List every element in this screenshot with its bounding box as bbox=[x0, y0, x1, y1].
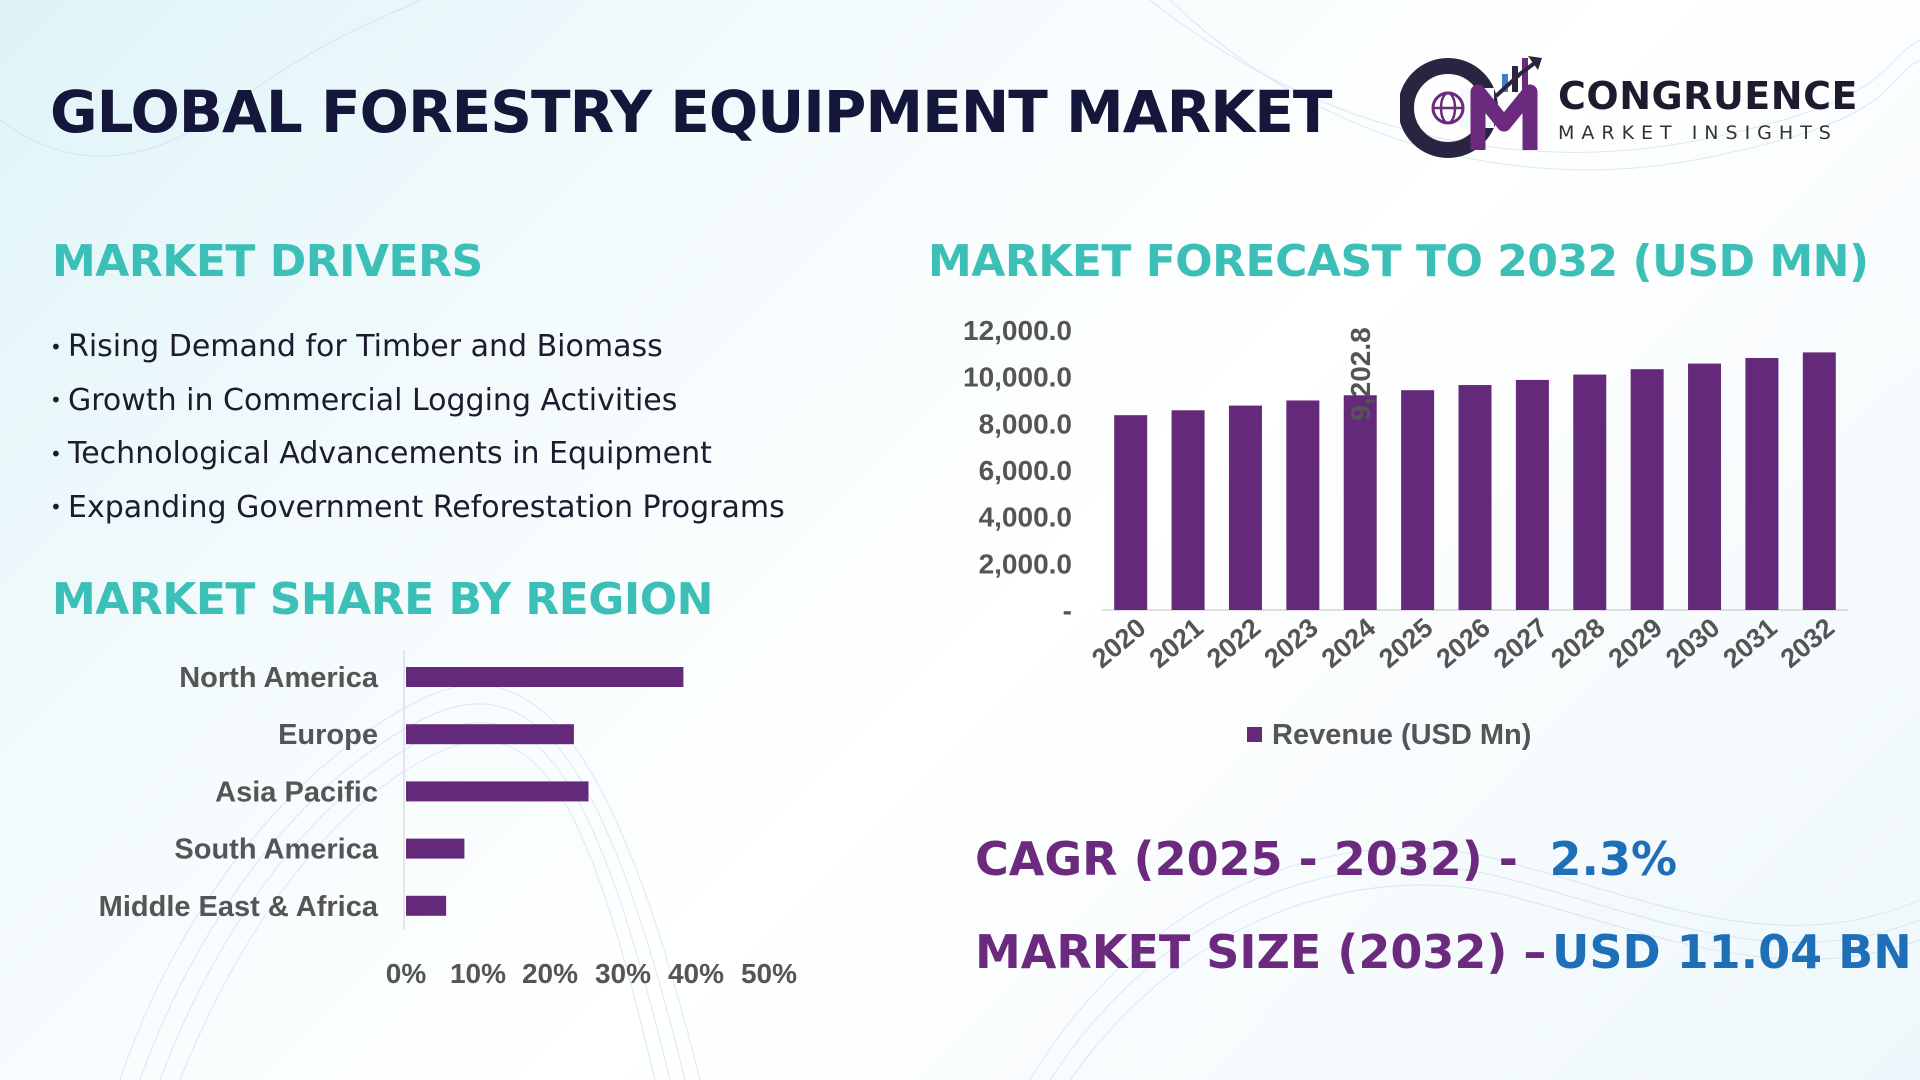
y-tick-label: 4,000.0 bbox=[979, 502, 1072, 533]
region-label: Middle East & Africa bbox=[99, 891, 379, 923]
region-bar bbox=[406, 838, 465, 859]
page-title: GLOBAL FORESTRY EQUIPMENT MARKET bbox=[50, 78, 1332, 146]
x-tick-label: 50% bbox=[741, 958, 797, 989]
forecast-bar bbox=[1286, 400, 1320, 610]
y-tick-label: - bbox=[1063, 595, 1072, 626]
cagr-stat: CAGR (2025 - 2032) - 2.3% bbox=[975, 832, 1677, 886]
market-size-stat: MARKET SIZE (2032) – USD 11.04 BN bbox=[975, 925, 1912, 979]
brand-name: CONGRUENCE bbox=[1558, 74, 1858, 118]
y-tick-label: 2,000.0 bbox=[979, 548, 1072, 579]
drivers-list: • Rising Demand for Timber and Biomass • G… bbox=[50, 320, 785, 534]
region-label: Asia Pacific bbox=[215, 776, 378, 808]
region-label: Europe bbox=[278, 719, 378, 751]
forecast-bar bbox=[1401, 390, 1435, 610]
forecast-bar bbox=[1630, 369, 1664, 610]
region-bar bbox=[406, 895, 447, 916]
y-tick-label: 10,000.0 bbox=[963, 362, 1072, 393]
data-label: 9,202.8 bbox=[1345, 327, 1376, 420]
forecast-bar bbox=[1458, 385, 1492, 610]
legend-label: Revenue (USD Mn) bbox=[1272, 719, 1531, 751]
forecast-bar bbox=[1515, 379, 1549, 610]
bullet-icon: • bbox=[50, 441, 62, 466]
x-tick-label: 0% bbox=[386, 958, 427, 989]
region-heading: MARKET SHARE BY REGION bbox=[52, 574, 714, 625]
forecast-bar bbox=[1343, 395, 1377, 610]
region-label: North America bbox=[179, 662, 379, 694]
x-tick-label: 30% bbox=[595, 958, 651, 989]
forecast-bar bbox=[1114, 415, 1148, 610]
forecast-bar bbox=[1171, 410, 1205, 610]
y-tick-label: 8,000.0 bbox=[979, 408, 1072, 439]
forecast-heading: MARKET FORECAST TO 2032 (USD MN) bbox=[928, 236, 1869, 287]
y-tick-label: 12,000.0 bbox=[963, 315, 1072, 346]
legend-swatch bbox=[1247, 727, 1262, 742]
driver-text: Technological Advancements in Equipment bbox=[68, 436, 712, 471]
region-bar bbox=[406, 667, 684, 687]
brand-tagline: MARKET INSIGHTS bbox=[1558, 122, 1838, 144]
cagr-value: 2.3% bbox=[1549, 832, 1678, 886]
region-label: South America bbox=[174, 834, 378, 866]
region-bar bbox=[406, 781, 589, 802]
cagr-label: CAGR (2025 - 2032) - bbox=[975, 832, 1518, 886]
y-tick-label: 6,000.0 bbox=[979, 455, 1072, 486]
driver-text: Expanding Government Reforestation Progr… bbox=[68, 489, 785, 525]
driver-item: • Growth in Commercial Logging Activities bbox=[50, 374, 785, 428]
bullet-icon: • bbox=[50, 495, 62, 520]
bullet-icon: • bbox=[50, 334, 62, 359]
driver-item: • Technological Advancements in Equipment bbox=[50, 427, 785, 481]
forecast-bar bbox=[1688, 363, 1722, 610]
driver-text: Rising Demand for Timber and Biomass bbox=[68, 329, 663, 364]
driver-text: Growth in Commercial Logging Activities bbox=[68, 382, 678, 418]
x-tick-label: 20% bbox=[522, 958, 578, 989]
brand-name-block: CONGRUENCE MARKET INSIGHTS bbox=[1558, 74, 1858, 144]
market-size-value: USD 11.04 BN bbox=[1551, 925, 1912, 979]
driver-item: • Rising Demand for Timber and Biomass bbox=[50, 320, 785, 374]
forecast-bar bbox=[1573, 374, 1607, 610]
x-tick-label: 10% bbox=[450, 958, 506, 989]
bullet-icon: • bbox=[50, 388, 62, 413]
cm-logo-icon bbox=[1400, 56, 1542, 158]
x-tick-label: 40% bbox=[668, 958, 724, 989]
market-size-label: MARKET SIZE (2032) – bbox=[975, 925, 1547, 979]
forecast-bar bbox=[1745, 358, 1779, 610]
driver-item: • Expanding Government Reforestation Prog… bbox=[50, 481, 785, 535]
forecast-bar bbox=[1228, 405, 1262, 610]
forecast-bar bbox=[1802, 352, 1836, 610]
region-bar bbox=[406, 724, 574, 745]
drivers-heading: MARKET DRIVERS bbox=[52, 236, 483, 287]
